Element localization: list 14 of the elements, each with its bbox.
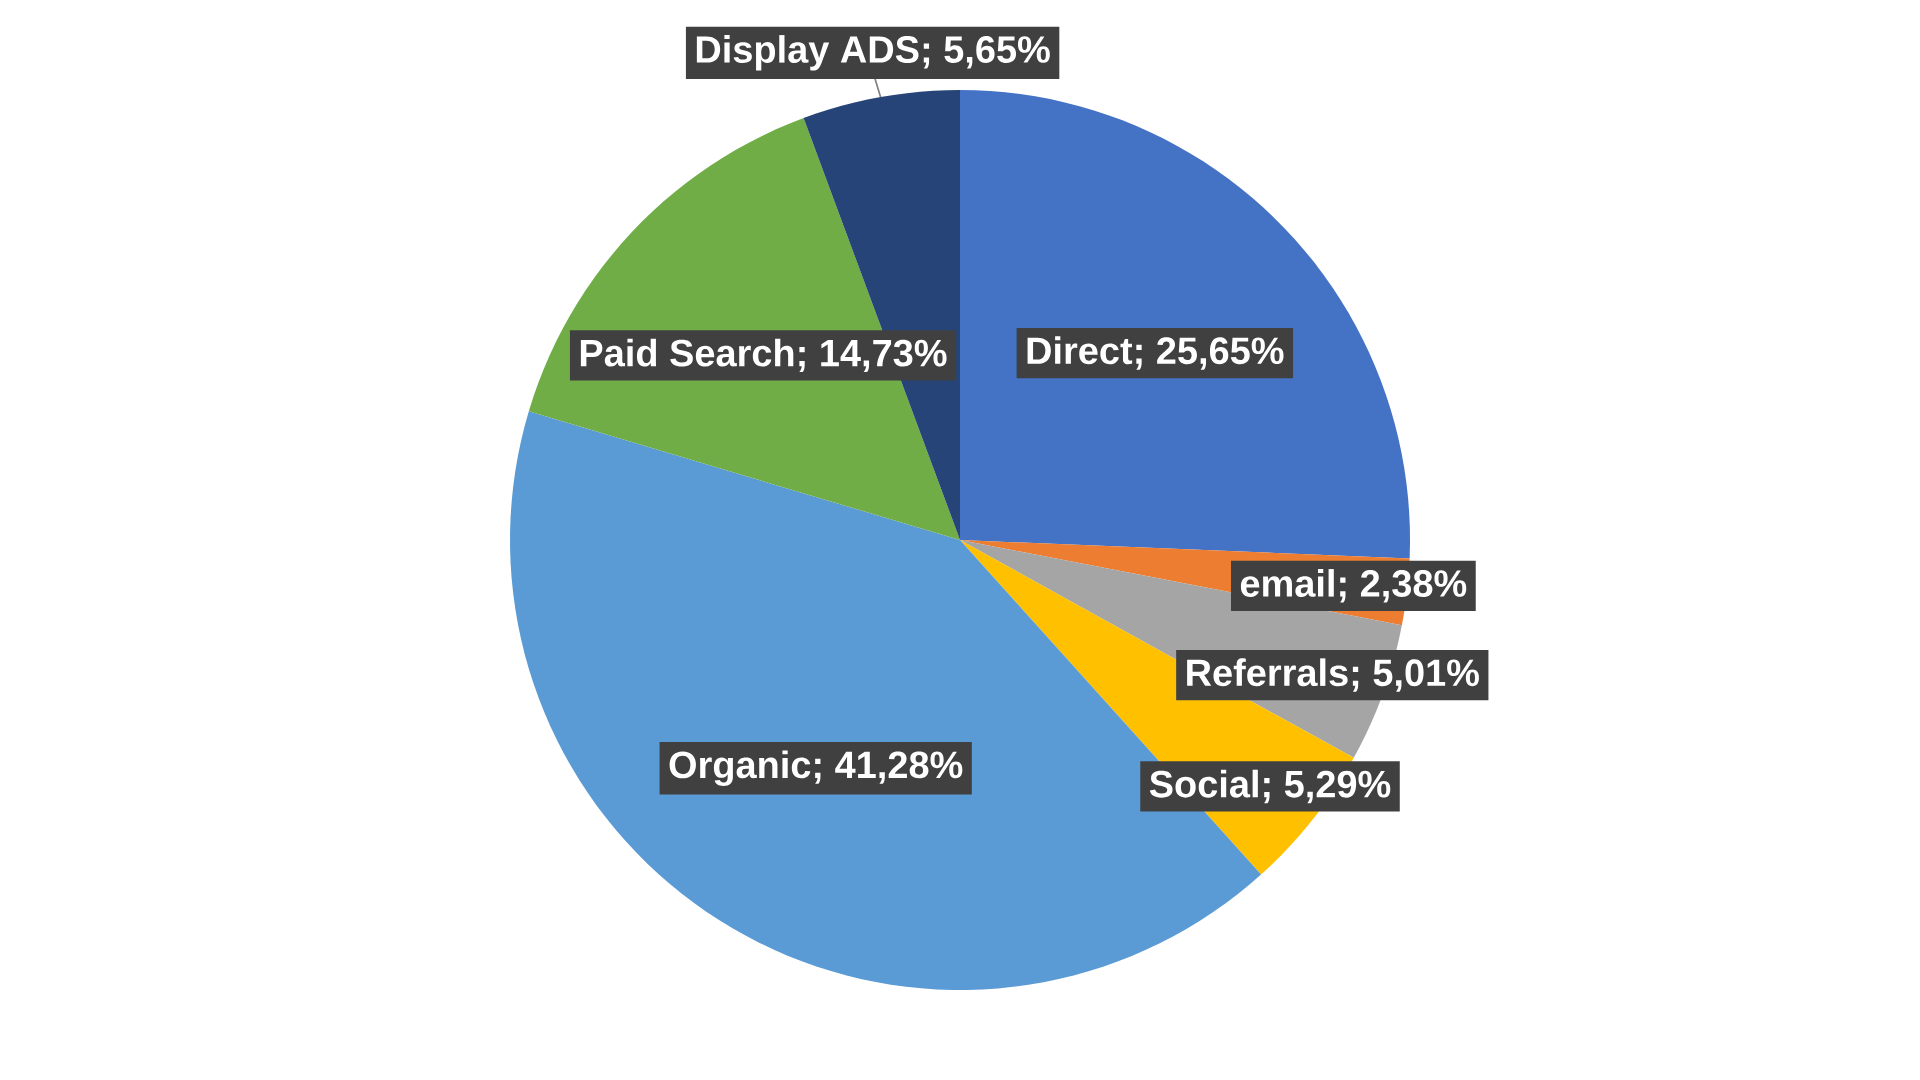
slice-label: Paid Search	[580, 338, 794, 367]
slice-label: email	[1240, 569, 1334, 597]
slice-label: Direct	[1027, 336, 1133, 365]
data-label: ; 5,29%	[1264, 770, 1391, 804]
data-label: ; 14,73%	[799, 339, 947, 373]
slice-label: Organic	[669, 750, 811, 787]
slice-label: Referrals	[1187, 658, 1348, 687]
data-label: ; 5,65%	[923, 36, 1050, 69]
data-label: ; 2,38%	[1340, 570, 1467, 603]
slice-label: Display ADS	[696, 35, 919, 71]
data-label: ; 41,28%	[815, 751, 963, 784]
slice-label: Social	[1149, 769, 1258, 798]
data-label: ; 25,65%	[1136, 337, 1284, 370]
data-label: ; 5,01%	[1352, 659, 1479, 692]
